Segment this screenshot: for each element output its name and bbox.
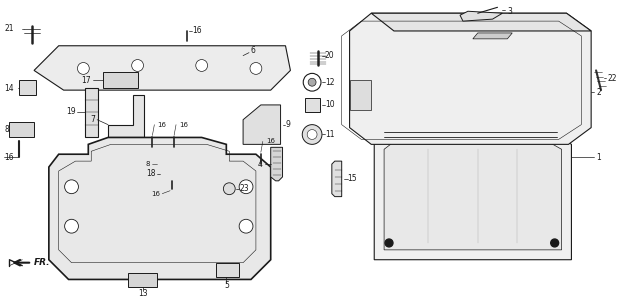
Polygon shape [473, 33, 512, 39]
Circle shape [250, 62, 262, 74]
Text: 16: 16 [266, 138, 275, 144]
Polygon shape [349, 13, 591, 144]
Text: 17: 17 [82, 76, 92, 85]
Circle shape [303, 74, 321, 91]
Text: 8: 8 [146, 161, 150, 167]
Text: 16: 16 [179, 122, 188, 128]
Polygon shape [384, 136, 561, 250]
Polygon shape [305, 98, 320, 112]
Polygon shape [460, 11, 502, 21]
Polygon shape [19, 80, 36, 95]
Text: 18: 18 [146, 169, 156, 178]
Text: FR.: FR. [34, 258, 51, 267]
Polygon shape [216, 263, 239, 278]
Polygon shape [374, 128, 572, 260]
Text: 14: 14 [4, 84, 14, 93]
Circle shape [196, 60, 207, 71]
Circle shape [385, 239, 393, 247]
Text: 23: 23 [239, 184, 249, 193]
Text: 3: 3 [508, 7, 512, 16]
Polygon shape [157, 144, 192, 164]
Polygon shape [49, 137, 271, 279]
Polygon shape [128, 272, 157, 287]
Circle shape [239, 180, 253, 194]
Polygon shape [243, 105, 280, 144]
Circle shape [223, 183, 236, 195]
Text: 16: 16 [157, 122, 166, 128]
Polygon shape [103, 72, 138, 88]
Text: 19: 19 [66, 107, 76, 116]
Polygon shape [332, 161, 342, 197]
Text: 16: 16 [192, 26, 202, 35]
Polygon shape [371, 13, 591, 31]
Polygon shape [10, 122, 34, 137]
Polygon shape [349, 80, 371, 110]
Polygon shape [271, 147, 282, 181]
Polygon shape [108, 95, 145, 137]
Circle shape [65, 219, 79, 233]
Circle shape [132, 60, 143, 71]
Text: 8: 8 [4, 125, 9, 134]
Text: 16: 16 [151, 191, 160, 197]
Text: 2: 2 [596, 88, 601, 97]
Circle shape [65, 180, 79, 194]
Text: 16: 16 [4, 153, 14, 162]
Polygon shape [34, 46, 291, 90]
Circle shape [77, 62, 89, 74]
Text: 9: 9 [285, 120, 291, 129]
Text: 15: 15 [348, 174, 357, 183]
Text: 12: 12 [325, 78, 335, 87]
Polygon shape [160, 167, 192, 181]
Circle shape [307, 130, 317, 140]
Circle shape [551, 239, 559, 247]
Circle shape [302, 124, 322, 144]
Text: 6: 6 [251, 46, 256, 55]
Text: 1: 1 [596, 153, 601, 162]
Text: 22: 22 [608, 74, 618, 83]
Circle shape [308, 78, 316, 86]
Text: 10: 10 [325, 100, 335, 109]
Polygon shape [85, 88, 98, 137]
Text: 11: 11 [325, 130, 335, 139]
Text: 21: 21 [4, 25, 14, 34]
Text: 7: 7 [90, 115, 95, 124]
Text: 13: 13 [138, 289, 147, 298]
Text: 4: 4 [258, 160, 263, 169]
Circle shape [239, 219, 253, 233]
Text: 5: 5 [224, 281, 228, 290]
Text: 20: 20 [325, 51, 335, 60]
